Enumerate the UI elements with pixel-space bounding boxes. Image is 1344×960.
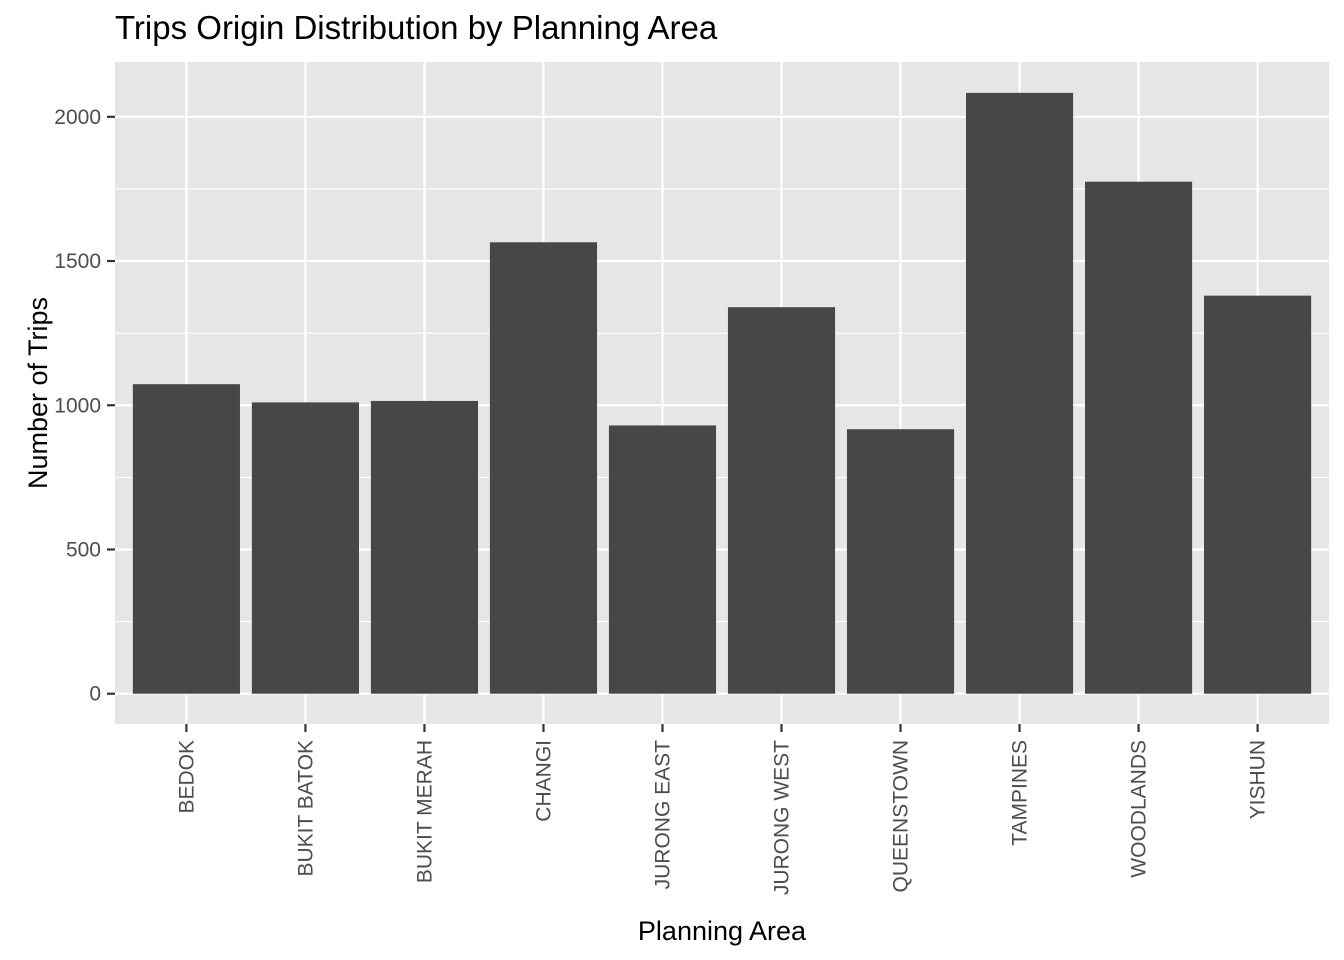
y-axis: 0 500 1000 1500 2000	[54, 106, 115, 706]
y-axis-title: Number of Trips	[23, 297, 53, 489]
x-tick-label: QUEENSTOWN	[890, 740, 913, 892]
bar-tampines	[965, 92, 1074, 694]
x-tick-label: JURONG EAST	[651, 740, 674, 890]
x-tick-label: BEDOK	[175, 740, 198, 814]
y-tick-label: 500	[66, 538, 101, 561]
bar-bukit-batok	[251, 402, 359, 694]
x-tick-label: WOODLANDS	[1128, 740, 1151, 878]
bar-queenstown	[846, 429, 955, 694]
y-tick-label: 0	[89, 683, 101, 706]
bar-jurong-east	[608, 425, 717, 694]
y-tick-label: 1500	[54, 250, 101, 273]
x-tick-label: TAMPINES	[1009, 740, 1032, 846]
bars	[132, 92, 1312, 694]
x-axis: BEDOK BUKIT BATOK BUKIT MERAH CHANGI JURONG …	[175, 724, 1270, 895]
x-tick-label: CHANGI	[532, 740, 555, 822]
x-tick-label: BUKIT BATOK	[294, 740, 317, 877]
y-tick-label: 2000	[54, 106, 101, 129]
x-tick-label: YISHUN	[1247, 740, 1270, 819]
x-tick-label: JURONG WEST	[771, 740, 794, 895]
bar-jurong-west	[727, 307, 836, 694]
y-tick-label: 1000	[54, 394, 101, 417]
chart-title: Trips Origin Distribution by Planning Ar…	[115, 9, 718, 46]
bar-changi	[489, 242, 598, 694]
bar-woodlands	[1085, 181, 1193, 694]
x-tick-label: BUKIT MERAH	[413, 740, 436, 883]
bar-bedok	[132, 384, 240, 694]
bar-bukit-merah	[370, 400, 479, 694]
bar-yishun	[1204, 295, 1312, 694]
x-axis-title: Planning Area	[638, 916, 807, 946]
